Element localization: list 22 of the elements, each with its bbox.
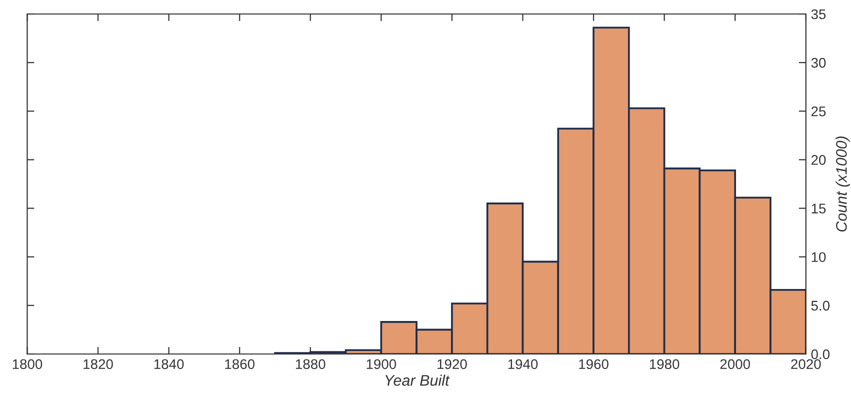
x-tick-label: 1980	[650, 359, 680, 370]
x-tick-label: 1860	[225, 359, 254, 370]
x-tick-label: 1960	[579, 359, 608, 370]
y-axis-title: Count (x1000)	[836, 136, 850, 232]
y-tick-label: 10	[812, 252, 826, 262]
y-tick-label: 30	[811, 58, 826, 68]
x-tick-label: 1820	[84, 359, 113, 370]
x-tick-label: 1940	[508, 359, 538, 370]
y-tick-label: 35	[811, 9, 826, 20]
y-tick-label: 15	[812, 204, 826, 214]
y-tick-label: 25	[811, 106, 826, 116]
x-tick-label: 2000	[720, 359, 750, 370]
y-tick-label: 0.0	[811, 349, 830, 360]
x-axis-title: Year Built	[385, 374, 450, 386]
y-tick-label: 20	[811, 155, 826, 165]
x-tick-label: 2020	[791, 359, 821, 370]
x-tick-label: 1800	[12, 359, 42, 370]
x-tick-label: 1920	[438, 359, 467, 370]
x-tick-label: 1880	[296, 359, 326, 370]
y-tick-label: 5.0	[811, 300, 830, 311]
x-tick-label: 1900	[366, 359, 396, 370]
x-tick-label: 1840	[154, 359, 184, 370]
